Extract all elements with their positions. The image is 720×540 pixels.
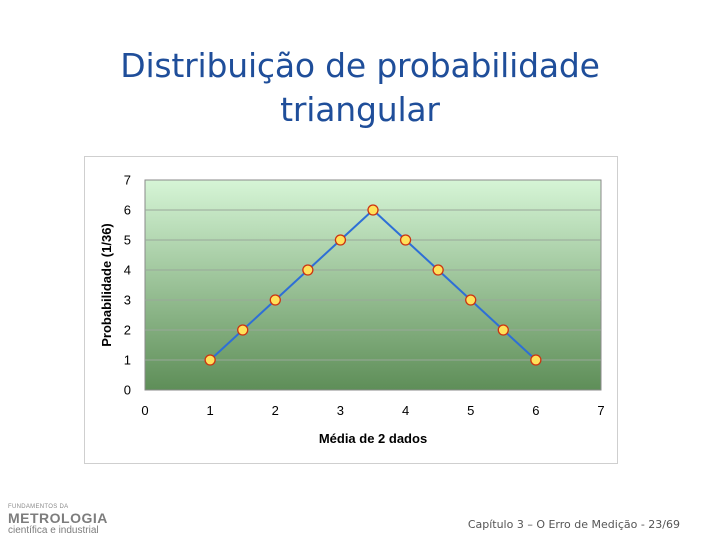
data-point	[399, 234, 412, 246]
y-tick-label: 1	[124, 353, 131, 368]
logo-small-text: FUNDAMENTOS DA	[8, 504, 69, 510]
data-point	[204, 354, 216, 366]
y-tick-label: 0	[124, 383, 131, 398]
x-tick-label: 4	[402, 403, 409, 418]
x-tick-label: 1	[207, 403, 214, 418]
data-point	[334, 234, 347, 246]
x-tick-label: 3	[337, 403, 344, 418]
data-point	[302, 264, 314, 276]
logo-sub-text: científica e industrial	[8, 525, 99, 536]
data-point	[269, 294, 281, 306]
y-tick-label: 6	[124, 203, 131, 218]
series	[204, 204, 542, 366]
x-axis-label: Média de 2 dados	[319, 431, 427, 446]
triangular-distribution-chart: 0 1 2 3 4 5 6 7 0 1 2 3 4 5 6 7 Média de 2 dados Probab…	[99, 173, 605, 447]
logo-main-text: METROLOGIA	[8, 510, 108, 526]
x-tick-label: 6	[532, 403, 539, 418]
data-point	[530, 354, 542, 366]
tick-labels: 0 1 2 3 4 5 6 7 0 1 2 3 4 5 6 7	[124, 173, 605, 419]
y-tick-label: 4	[124, 263, 131, 278]
x-tick-label: 2	[272, 403, 279, 418]
x-tick-label: 5	[467, 403, 474, 418]
slide-title-line1: Distribuição de probabilidade	[120, 46, 600, 85]
data-point	[237, 324, 249, 336]
chart-frame: 0 1 2 3 4 5 6 7 0 1 2 3 4 5 6 7 Média de 2 dados Probab…	[84, 156, 618, 464]
slide-title: Distribuição de probabilidade triangular	[60, 44, 660, 132]
slide-footer: Capítulo 3 – O Erro de Medição - 23/69	[467, 518, 680, 531]
x-tick-label: 0	[141, 403, 148, 418]
data-point	[432, 264, 444, 276]
metrologia-logo: FUNDAMENTOS DA METROLOGIA científica e i…	[8, 504, 128, 536]
y-tick-label: 7	[124, 173, 131, 188]
y-tick-label: 2	[124, 323, 131, 338]
slide-title-line2: triangular	[280, 90, 440, 129]
data-point	[497, 324, 509, 336]
x-tick-label: 7	[597, 403, 604, 418]
data-point	[367, 204, 379, 216]
y-axis-label: Probabilidade (1/36)	[99, 223, 114, 347]
data-point	[465, 294, 477, 306]
y-tick-label: 5	[124, 233, 131, 248]
y-tick-label: 3	[124, 293, 131, 308]
